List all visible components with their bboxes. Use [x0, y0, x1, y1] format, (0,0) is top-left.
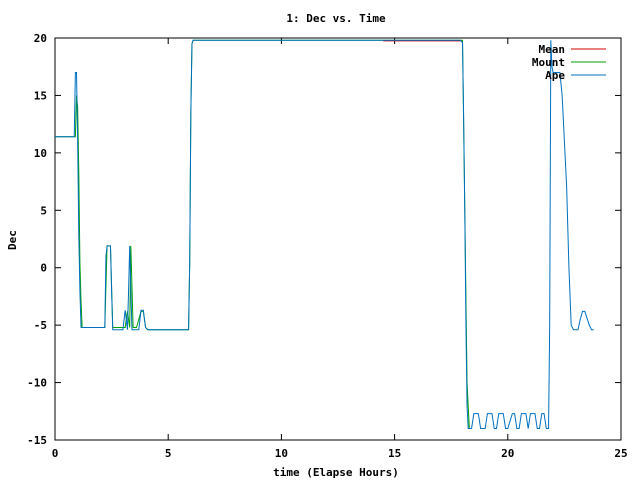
- series-line-ape: [55, 39, 594, 430]
- y-tick-label: -10: [27, 377, 47, 390]
- x-tick-label: 10: [275, 447, 288, 460]
- y-tick-label: 5: [40, 204, 47, 217]
- y-tick-label: 10: [34, 147, 47, 160]
- y-tick-label: -15: [27, 434, 47, 447]
- x-tick-label: 15: [388, 447, 401, 460]
- x-axis-label: time (Elapse Hours): [273, 466, 399, 479]
- y-tick-label: 20: [34, 32, 47, 45]
- x-tick-label: 20: [501, 447, 514, 460]
- axis-ticks: 0 5 10 15 20 25 -15 -10 -5 0 5 10 15 20: [27, 32, 628, 460]
- y-axis-label: Dec: [6, 230, 19, 250]
- chart-title: 1: Dec vs. Time: [286, 12, 386, 25]
- x-tick-label: 0: [52, 447, 59, 460]
- x-tick-label: 5: [165, 447, 172, 460]
- y-tick-label: -5: [34, 319, 47, 332]
- y-tick-label: 0: [40, 262, 47, 275]
- legend-label-mount: Mount: [532, 56, 565, 69]
- plot-frame: [54, 37, 622, 441]
- legend-label-ape: Ape: [545, 69, 565, 82]
- series-layer: [55, 39, 594, 430]
- legend-label-mean: Mean: [539, 43, 566, 56]
- x-tick-label: 25: [614, 447, 627, 460]
- series-line-mount: [55, 39, 470, 429]
- y-tick-label: 15: [34, 89, 47, 102]
